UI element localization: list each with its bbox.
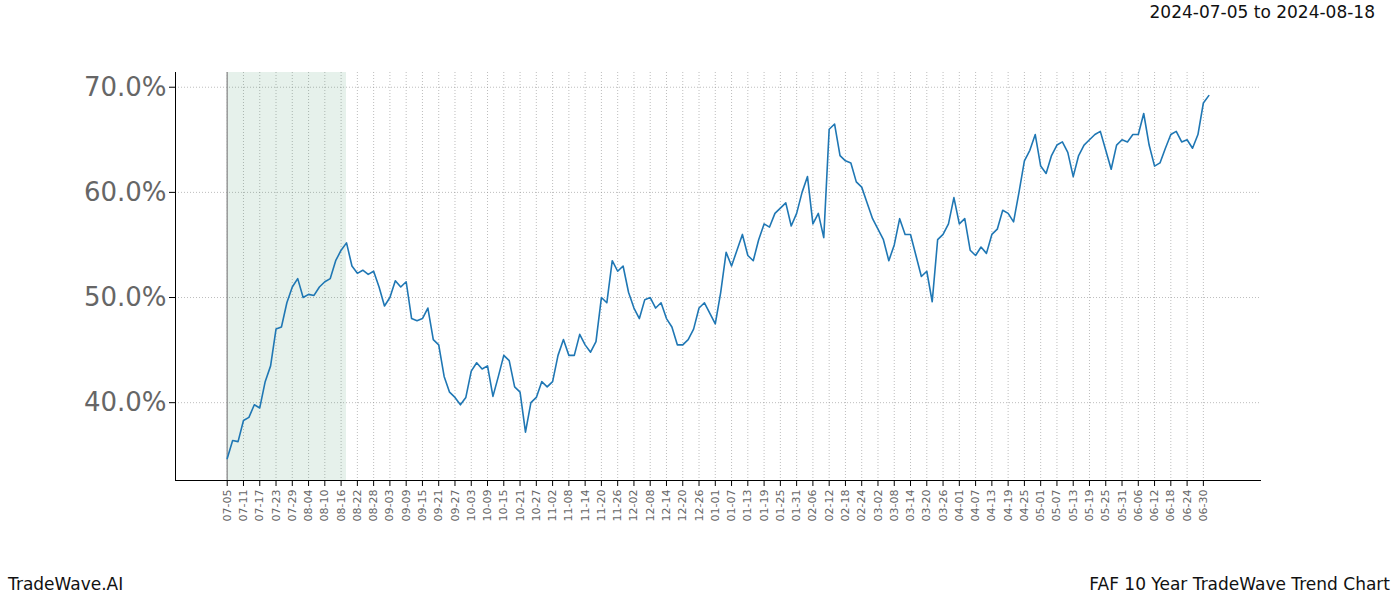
svg-text:01-01: 01-01 [709,490,722,522]
svg-text:05-13: 05-13 [1067,490,1080,522]
svg-text:10-03: 10-03 [465,490,478,522]
svg-text:06-06: 06-06 [1132,490,1145,522]
svg-text:60.0%: 60.0% [84,177,167,207]
svg-text:07-29: 07-29 [286,490,299,522]
svg-text:02-12: 02-12 [823,490,836,522]
svg-text:03-26: 03-26 [937,490,950,522]
svg-text:10-21: 10-21 [514,490,527,522]
svg-text:12-02: 12-02 [627,490,640,522]
svg-text:08-04: 08-04 [302,490,315,522]
svg-text:08-10: 08-10 [318,490,331,522]
svg-text:04-25: 04-25 [1018,490,1031,522]
svg-text:02-06: 02-06 [806,490,819,522]
svg-text:06-12: 06-12 [1148,490,1161,522]
svg-text:05-01: 05-01 [1034,490,1047,522]
svg-text:06-30: 06-30 [1197,490,1210,522]
svg-text:02-24: 02-24 [855,490,868,522]
svg-text:07-23: 07-23 [270,490,283,522]
svg-text:12-20: 12-20 [676,490,689,522]
svg-text:40.0%: 40.0% [84,387,167,417]
svg-text:10-09: 10-09 [481,490,494,522]
svg-text:04-19: 04-19 [1002,490,1015,522]
svg-text:09-15: 09-15 [416,490,429,522]
svg-text:12-26: 12-26 [693,490,706,522]
svg-text:03-14: 03-14 [904,490,917,522]
svg-text:12-08: 12-08 [644,490,657,522]
svg-text:07-05: 07-05 [221,490,234,522]
svg-text:06-24: 06-24 [1181,490,1194,522]
svg-text:03-20: 03-20 [920,490,933,522]
svg-text:04-13: 04-13 [985,490,998,522]
svg-text:11-08: 11-08 [562,490,575,522]
svg-text:09-09: 09-09 [400,490,413,522]
svg-text:10-15: 10-15 [497,490,510,522]
svg-text:03-08: 03-08 [888,490,901,522]
svg-text:03-02: 03-02 [872,490,885,522]
svg-text:01-13: 01-13 [741,490,754,522]
svg-text:11-20: 11-20 [595,490,608,522]
html-text:2024-07-05 to 2024-08-18: 2024-07-05 to 2024-08-18 [1149,2,1375,22]
svg-text:10-27: 10-27 [530,490,543,522]
svg-text:04-07: 04-07 [969,490,982,522]
svg-text:11-14: 11-14 [579,490,592,522]
svg-text:08-16: 08-16 [335,490,348,522]
svg-text:05-19: 05-19 [1083,490,1096,522]
svg-text:06-18: 06-18 [1164,490,1177,522]
svg-text:01-07: 01-07 [725,490,738,522]
svg-text:05-25: 05-25 [1099,490,1112,522]
svg-text:09-21: 09-21 [432,490,445,522]
svg-text:05-31: 05-31 [1116,490,1129,522]
svg-text:01-25: 01-25 [774,490,787,522]
svg-text:11-26: 11-26 [611,490,624,522]
svg-text:08-28: 08-28 [367,490,380,522]
svg-text:01-19: 01-19 [758,490,771,522]
svg-text:07-17: 07-17 [253,490,266,522]
svg-text:05-07: 05-07 [1050,490,1063,522]
svg-text:02-18: 02-18 [839,490,852,522]
svg-text:70.0%: 70.0% [84,72,167,102]
svg-text:12-14: 12-14 [660,490,673,522]
svg-text:11-02: 11-02 [546,490,559,522]
svg-text:50.0%: 50.0% [84,282,167,312]
svg-text:01-31: 01-31 [790,490,803,522]
svg-text:04-01: 04-01 [953,490,966,522]
html-text:TradeWave.AI: TradeWave.AI [8,574,124,594]
svg-text:08-22: 08-22 [351,490,364,522]
svg-text:07-11: 07-11 [237,490,250,522]
svg-text:09-03: 09-03 [383,490,396,522]
html-text:FAF 10 Year TradeWave Trend Ch: FAF 10 Year TradeWave Trend Chart [1089,574,1390,594]
svg-text:09-27: 09-27 [449,490,462,522]
